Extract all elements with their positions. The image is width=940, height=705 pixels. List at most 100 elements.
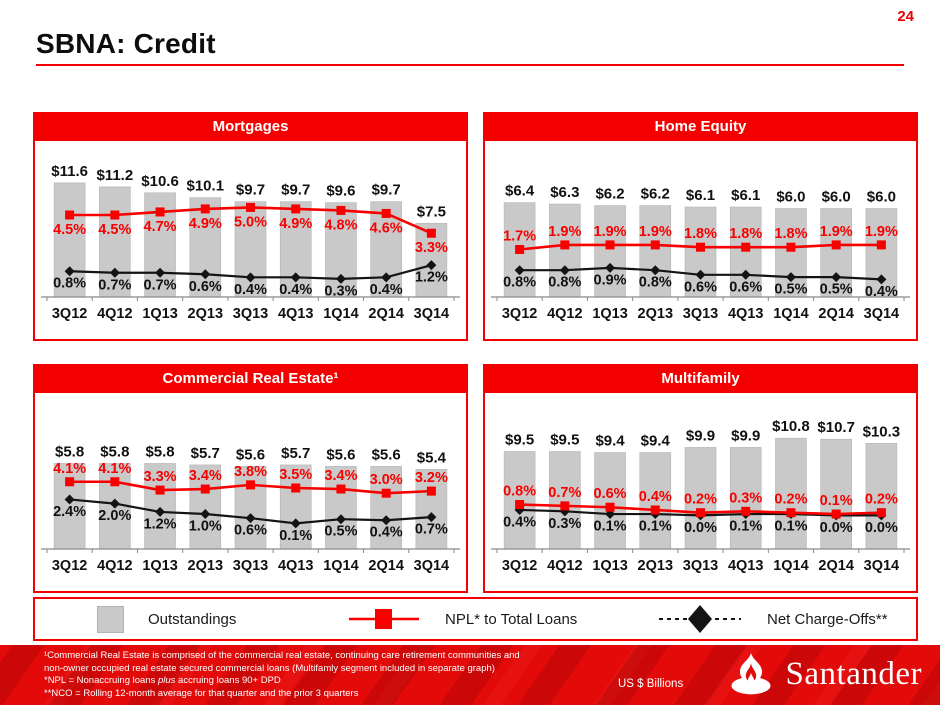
svg-text:4Q12: 4Q12 xyxy=(547,558,582,574)
svg-text:0.1%: 0.1% xyxy=(729,519,762,535)
svg-text:0.6%: 0.6% xyxy=(684,279,717,295)
svg-text:3Q14: 3Q14 xyxy=(414,558,449,574)
svg-text:0.6%: 0.6% xyxy=(234,523,267,539)
svg-text:0.5%: 0.5% xyxy=(820,282,853,298)
svg-text:0.6%: 0.6% xyxy=(729,279,762,295)
svg-text:4.8%: 4.8% xyxy=(324,217,357,233)
svg-text:$9.7: $9.7 xyxy=(372,182,401,199)
chart-canvas-mortgages: 3Q12 4Q12 1Q13 2Q13 3Q13 4Q13 1Q14 2Q14 3Q14 4.5%… xyxy=(41,163,460,322)
svg-text:1.0%: 1.0% xyxy=(189,519,222,535)
svg-text:$9.9: $9.9 xyxy=(686,427,715,444)
svg-text:3.4%: 3.4% xyxy=(189,468,222,484)
svg-text:3.8%: 3.8% xyxy=(234,464,267,480)
svg-text:3.0%: 3.0% xyxy=(370,472,403,488)
page-title: SBNA: Credit xyxy=(36,28,216,59)
svg-text:1Q14: 1Q14 xyxy=(773,306,808,322)
svg-text:$9.7: $9.7 xyxy=(281,182,310,199)
svg-text:4.9%: 4.9% xyxy=(189,216,222,232)
svg-text:$11.6: $11.6 xyxy=(51,163,88,180)
svg-text:0.4%: 0.4% xyxy=(279,282,312,298)
svg-text:$6.0: $6.0 xyxy=(776,189,805,206)
svg-text:$5.4: $5.4 xyxy=(417,449,447,466)
svg-text:3Q13: 3Q13 xyxy=(233,558,268,574)
svg-text:0.8%: 0.8% xyxy=(503,484,536,500)
chart-panel-home-equity: Home Equity 3Q12 4Q12 1Q13 2Q13 3Q13 4Q13 1Q14… xyxy=(483,112,918,341)
svg-text:$10.1: $10.1 xyxy=(187,178,225,195)
legend-label-npl: NPL* to Total Loans xyxy=(445,610,578,628)
footnote-line: **NCO = Rolling 12-month average for tha… xyxy=(44,687,359,699)
svg-text:1.2%: 1.2% xyxy=(144,516,177,532)
svg-text:4.9%: 4.9% xyxy=(279,216,312,232)
svg-text:0.1%: 0.1% xyxy=(639,519,672,535)
svg-text:2Q14: 2Q14 xyxy=(368,306,403,322)
legend-item-outstandings: Outstandings xyxy=(97,599,236,639)
svg-text:3.4%: 3.4% xyxy=(324,468,357,484)
svg-text:3Q13: 3Q13 xyxy=(683,558,718,574)
svg-text:$10.7: $10.7 xyxy=(817,419,855,436)
slide-footer: ¹Commercial Real Estate is comprised of … xyxy=(0,645,940,705)
svg-text:0.8%: 0.8% xyxy=(53,276,86,292)
svg-text:2Q13: 2Q13 xyxy=(638,306,673,322)
svg-text:$5.8: $5.8 xyxy=(55,443,84,460)
svg-text:0.0%: 0.0% xyxy=(684,520,717,536)
svg-text:1.2%: 1.2% xyxy=(415,270,448,286)
footnote-line: ¹Commercial Real Estate is comprised of … xyxy=(44,650,520,661)
svg-text:1Q13: 1Q13 xyxy=(592,558,627,574)
svg-text:$6.2: $6.2 xyxy=(641,186,670,203)
svg-text:3Q13: 3Q13 xyxy=(233,306,268,322)
svg-text:5.0%: 5.0% xyxy=(234,214,267,230)
svg-text:$9.5: $9.5 xyxy=(550,432,579,449)
chart-title-mortgages: Mortgages xyxy=(35,114,466,141)
svg-text:$9.5: $9.5 xyxy=(505,432,534,449)
svg-text:2.4%: 2.4% xyxy=(53,504,86,520)
svg-text:0.4%: 0.4% xyxy=(503,514,536,530)
svg-text:1.9%: 1.9% xyxy=(820,224,853,240)
svg-text:$6.1: $6.1 xyxy=(686,187,715,204)
svg-text:3Q12: 3Q12 xyxy=(52,306,87,322)
svg-text:1.9%: 1.9% xyxy=(865,224,898,240)
svg-text:0.3%: 0.3% xyxy=(548,516,581,532)
svg-text:1Q13: 1Q13 xyxy=(142,306,177,322)
svg-text:$5.6: $5.6 xyxy=(372,446,401,463)
svg-text:$9.6: $9.6 xyxy=(326,183,355,200)
svg-text:0.5%: 0.5% xyxy=(324,524,357,540)
svg-text:3.3%: 3.3% xyxy=(415,240,448,256)
svg-text:$6.0: $6.0 xyxy=(822,189,851,206)
svg-text:$5.8: $5.8 xyxy=(145,443,174,460)
svg-text:0.6%: 0.6% xyxy=(594,486,627,502)
chart-canvas-multifamily: 3Q12 4Q12 1Q13 2Q13 3Q13 4Q13 1Q14 2Q14 3Q14 0.8%… xyxy=(491,418,910,574)
svg-text:1Q13: 1Q13 xyxy=(142,558,177,574)
svg-text:3Q12: 3Q12 xyxy=(52,558,87,574)
svg-text:$10.3: $10.3 xyxy=(863,423,901,440)
svg-text:$5.6: $5.6 xyxy=(236,446,265,463)
svg-text:0.1%: 0.1% xyxy=(820,493,853,509)
svg-text:$9.4: $9.4 xyxy=(641,433,671,450)
chart-panel-mortgages: Mortgages 3Q12 4Q12 1Q13 2Q13 3Q13 4Q13 1Q14 2Q… xyxy=(33,112,468,341)
nco-diamond-marker-icon xyxy=(659,605,741,633)
svg-text:$10.8: $10.8 xyxy=(772,418,810,435)
title-underline xyxy=(36,64,904,66)
svg-text:1Q14: 1Q14 xyxy=(323,306,358,322)
svg-text:4Q13: 4Q13 xyxy=(728,558,763,574)
footnotes: ¹Commercial Real Estate is comprised of … xyxy=(44,650,520,700)
svg-text:2Q13: 2Q13 xyxy=(188,558,223,574)
svg-text:0.7%: 0.7% xyxy=(144,277,177,293)
svg-text:1.8%: 1.8% xyxy=(774,226,807,242)
svg-text:$5.6: $5.6 xyxy=(326,446,355,463)
svg-text:0.4%: 0.4% xyxy=(865,284,898,300)
svg-text:4.5%: 4.5% xyxy=(98,222,131,238)
svg-text:0.7%: 0.7% xyxy=(415,522,448,538)
svg-text:4.5%: 4.5% xyxy=(53,222,86,238)
santander-logo: Santander xyxy=(726,652,922,696)
svg-text:3Q12: 3Q12 xyxy=(502,558,537,574)
svg-text:0.1%: 0.1% xyxy=(774,519,807,535)
svg-text:$9.4: $9.4 xyxy=(595,433,625,450)
santander-wordmark: Santander xyxy=(785,655,922,692)
svg-text:4.6%: 4.6% xyxy=(370,220,403,236)
svg-text:2Q14: 2Q14 xyxy=(818,558,853,574)
svg-text:0.2%: 0.2% xyxy=(774,492,807,508)
svg-text:1.8%: 1.8% xyxy=(684,226,717,242)
svg-text:2.0%: 2.0% xyxy=(98,508,131,524)
svg-text:3Q14: 3Q14 xyxy=(414,306,449,322)
svg-text:3.3%: 3.3% xyxy=(144,469,177,485)
